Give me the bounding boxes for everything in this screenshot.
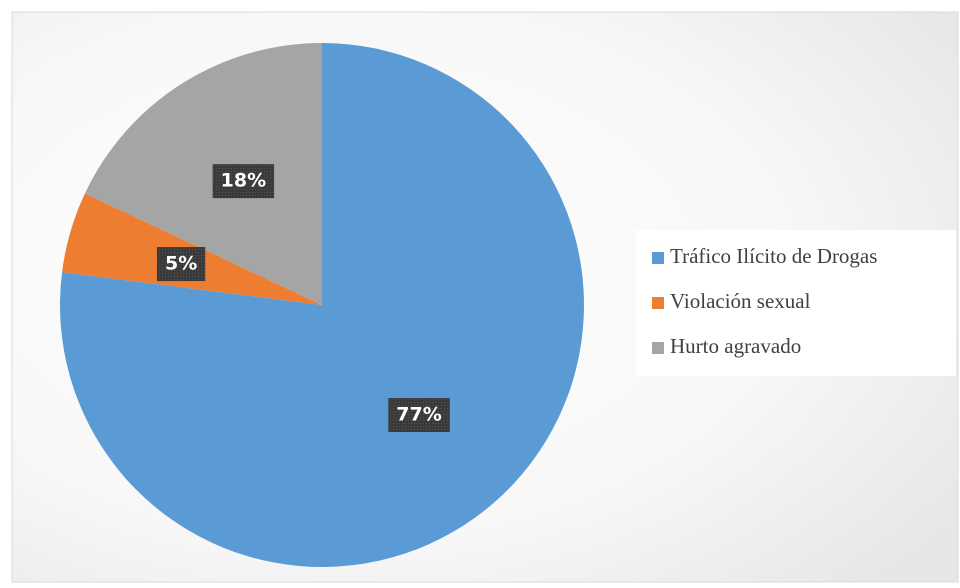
data-label-box <box>388 398 450 433</box>
legend-swatch <box>652 297 664 309</box>
data-label: 18% <box>221 170 266 192</box>
legend-swatch <box>652 342 664 354</box>
legend-label: Hurto agravado <box>670 334 801 358</box>
pie-slice <box>84 43 323 305</box>
data-label-box <box>212 164 275 199</box>
legend-box <box>636 230 956 376</box>
legend-label: Tráfico Ilícito de Drogas <box>670 244 877 268</box>
legend-swatch <box>652 252 664 264</box>
data-label-box <box>156 247 206 282</box>
data-label: 77% <box>396 404 441 426</box>
data-label: 5% <box>165 253 197 275</box>
legend-label: Violación sexual <box>670 289 811 313</box>
